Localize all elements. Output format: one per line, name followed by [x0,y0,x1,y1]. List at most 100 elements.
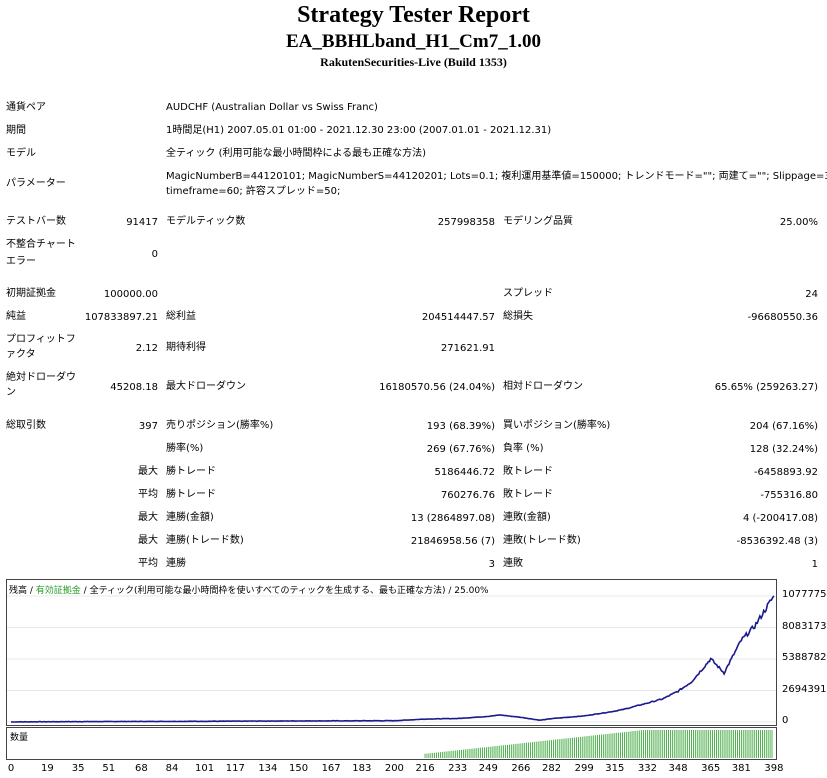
x-tick-label: 68 [134,763,148,774]
volume-chart [6,727,777,760]
x-tick-label: 233 [448,763,468,774]
avg-win-label: 勝トレード [166,489,216,500]
cons-profit-label: 連勝(トレード数) [166,535,244,546]
abs-dd-label-2: ン [6,387,16,398]
avg-cons-loss-value: 1 [811,559,818,570]
legend-balance: 残高 [9,586,28,596]
model-value: 全ティック (利用可能な最小時間枠による最も正確な方法) [166,148,427,159]
cons-lossamt-value: -8536392.48 (3) [736,536,818,547]
legend-sep-2: / [80,586,90,596]
net-value: 107833897.21 [84,312,158,323]
spread-value: 24 [805,289,818,300]
legend-sep-3: / [445,586,455,596]
report-title: Strategy Tester Report [297,2,530,28]
x-tick-label: 183 [352,763,372,774]
deposit-label: 初期証拠金 [6,288,56,299]
gross-profit-value: 204514447.57 [421,312,495,323]
spread-label: スプレッド [503,288,553,299]
x-tick-label: 332 [637,763,657,774]
y-tick-label: 80831730 [782,620,827,632]
x-tick-label: 216 [415,763,435,774]
x-tick-label: 299 [574,763,594,774]
max-label: 最大 [138,512,158,523]
x-tick-label: 0 [7,763,15,774]
x-tick-label: 19 [41,763,54,774]
report-subtitle: EA_BBHLband_H1_Cm7_1.00 [286,31,541,52]
max-dd-label: 最大ドローダウン [166,381,246,392]
pf-value: 2.12 [135,343,158,354]
legend-equity: 有効証拠金 [35,586,81,596]
max-label-2: 最大 [138,535,158,546]
avg-cons-loss-label: 連敗 [503,558,523,569]
largest-win-value: 5186446.72 [434,467,495,478]
largest-loss-value: -6458893.92 [753,467,818,478]
cons-loss-money-value: 4 (-200417.08) [742,513,818,524]
expected-label: 期待利得 [166,342,206,353]
params-label: パラメーター [6,178,66,189]
bars-value: 91417 [126,217,158,228]
cons-wins-money-label: 連勝(金額) [166,512,214,523]
cons-profit-value: 21846958.56 (7) [410,536,495,547]
x-tick-label: 348 [668,763,688,774]
gross-profit-label: 総利益 [166,311,196,322]
net-label: 純益 [6,311,26,322]
bars-label: テストバー数 [6,216,66,227]
gross-loss-label: 総損失 [503,311,533,322]
ticks-label: モデルティック数 [166,216,246,227]
long-label: 買いポジション(勝率%) [503,420,611,431]
rel-dd-label: 相対ドローダウン [503,381,583,392]
max-dd-value: 16180570.56 (24.04%) [379,382,495,393]
win-label: 勝率(%) [166,443,204,454]
trades-value: 397 [138,421,158,432]
avg-loss-value: -755316.80 [760,490,818,501]
x-tick-label: 101 [195,763,215,774]
pf-label-1: プロフィットフ [6,334,76,345]
avg-loss-label: 敗トレード [503,489,553,500]
cons-loss-money-label: 連敗(金額) [503,512,551,523]
balance-line [11,595,775,723]
legend-quality: 25.00% [454,586,489,596]
legend-sep-1: / [27,586,36,596]
largest-loss-label: 敗トレード [503,466,553,477]
volume-chart-svg [424,730,773,758]
deposit-value: 100000.00 [103,289,158,300]
mismatch-value: 0 [151,249,158,260]
symbol-value: AUDCHF (Australian Dollar vs Swiss Franc… [166,102,378,113]
x-tick-label: 35 [71,763,85,774]
legend-model: 全ティック(利用可能な最小時間枠を使いすべてのティックを生成する、最も正確な方法… [89,586,446,596]
pf-label-2: ァクタ [6,349,36,360]
mismatch-label-1: 不整合チャート [6,239,76,250]
win-value: 269 (67.76%) [426,444,495,455]
symbol-label: 通貨ペア [6,102,46,113]
trades-label: 総取引数 [6,420,46,431]
average-label: 平均 [138,489,158,500]
build-info: RakutenSecurities-Live (Build 1353) [320,55,507,69]
period-label: 期間 [6,125,26,136]
x-tick-label: 365 [701,763,721,774]
x-tick-label: 167 [321,763,341,774]
chart-legend: 残高 / 有効証拠金 / 全ティック(利用可能な最小時間枠を使いすべてのティック… [9,583,489,596]
largest-label: 最大 [138,466,158,477]
x-tick-label: 282 [542,763,562,774]
params-value-line2: timeframe=60; 許容スプレッド=50; [166,186,341,197]
ticks-value: 257998358 [437,217,495,228]
y-tick-label: 0 [782,715,789,726]
x-tick-label: 51 [102,763,116,774]
short-label: 売りポジション(勝率%) [166,420,274,431]
avg-cons-wins-label: 連勝 [166,558,186,569]
expected-value: 271621.91 [440,343,495,354]
x-tick-label: 84 [165,763,179,774]
x-tick-label: 150 [288,763,309,774]
cons-lossamt-label: 連敗(トレード数) [503,535,581,546]
avg-cons-wins-value: 3 [488,559,495,570]
avg-win-value: 760276.76 [440,490,495,501]
cons-wins-money-value: 13 (2864897.08) [410,513,495,524]
rel-dd-value: 65.65% (259263.27) [714,382,818,393]
largest-win-label: 勝トレード [166,466,216,477]
x-tick-label: 381 [731,763,751,774]
x-tick-label: 134 [258,763,278,774]
x-tick-label: 398 [764,763,784,774]
y-tick-label: 53887820 [782,652,827,663]
period-value: 1時間足(H1) 2007.05.01 01:00 - 2021.12.30 2… [166,125,552,136]
